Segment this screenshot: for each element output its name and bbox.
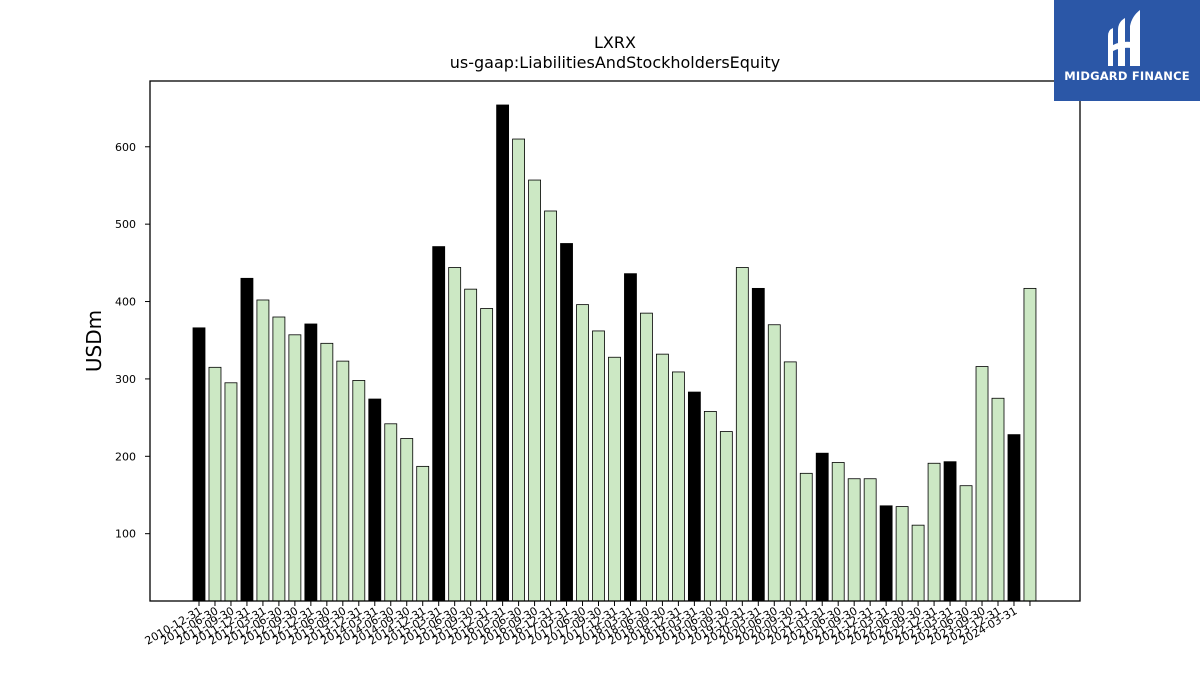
bar	[496, 104, 510, 602]
bar	[400, 438, 414, 602]
bar	[288, 334, 302, 602]
y-tick-label: 500	[115, 218, 136, 231]
bar	[799, 472, 813, 602]
y-tick-label: 400	[115, 296, 136, 309]
bar	[352, 380, 366, 602]
bar	[272, 316, 286, 602]
bar	[544, 210, 557, 602]
bar	[959, 485, 973, 602]
bar	[1007, 434, 1021, 602]
bar	[703, 411, 717, 602]
bar	[464, 288, 478, 602]
bar	[592, 330, 605, 602]
y-tick-label: 600	[115, 141, 136, 154]
bar	[560, 243, 573, 602]
bar	[624, 273, 637, 602]
bar	[672, 371, 685, 602]
brand-name: MIDGARD FINANCE	[1064, 69, 1190, 83]
bar	[911, 524, 925, 602]
bar	[640, 312, 653, 602]
bar	[687, 391, 701, 602]
midgard-logo-icon	[1108, 10, 1140, 66]
bar	[448, 267, 462, 602]
bar	[991, 397, 1005, 602]
bar	[192, 327, 206, 602]
bar	[576, 304, 589, 602]
bar	[256, 299, 270, 602]
bar	[975, 366, 989, 602]
plot-frame	[149, 80, 1081, 602]
bar	[416, 465, 430, 602]
bar	[879, 505, 893, 602]
bar	[432, 246, 446, 602]
bar	[656, 353, 669, 602]
bar	[719, 431, 733, 602]
y-axis-label: USDm	[82, 310, 106, 372]
x-axis: 2010-12-312011-06-302011-09-302011-12-31…	[143, 601, 1031, 648]
midgard-finance-logo: MIDGARD FINANCE	[1054, 0, 1200, 101]
y-axis: 100 200 300 400 500 600	[115, 141, 150, 541]
bar	[336, 360, 350, 602]
bar	[608, 356, 621, 602]
bar	[480, 308, 494, 602]
bar	[943, 461, 957, 602]
bar	[1023, 287, 1037, 602]
bar	[368, 398, 382, 602]
bar	[528, 179, 541, 602]
bar	[895, 506, 909, 602]
bar	[927, 462, 941, 602]
bar	[320, 342, 334, 602]
bar	[735, 267, 749, 602]
chart-title: LXRX	[594, 33, 636, 52]
bar	[831, 462, 845, 602]
bar	[208, 366, 222, 602]
bar	[384, 423, 398, 602]
chart-subtitle: us-gaap:LiabilitiesAndStockholdersEquity	[450, 53, 781, 72]
y-tick-label: 200	[115, 450, 136, 463]
y-tick-label: 100	[115, 528, 136, 541]
y-tick-label: 300	[115, 373, 136, 386]
bar	[304, 323, 318, 602]
bar	[783, 361, 797, 602]
bar	[751, 287, 765, 602]
bar	[224, 382, 238, 602]
bar	[767, 324, 781, 602]
bar	[815, 452, 829, 602]
bar	[847, 478, 861, 602]
bar	[863, 478, 877, 602]
bar	[512, 138, 525, 602]
bars-group	[192, 104, 1037, 602]
bar	[240, 277, 254, 602]
